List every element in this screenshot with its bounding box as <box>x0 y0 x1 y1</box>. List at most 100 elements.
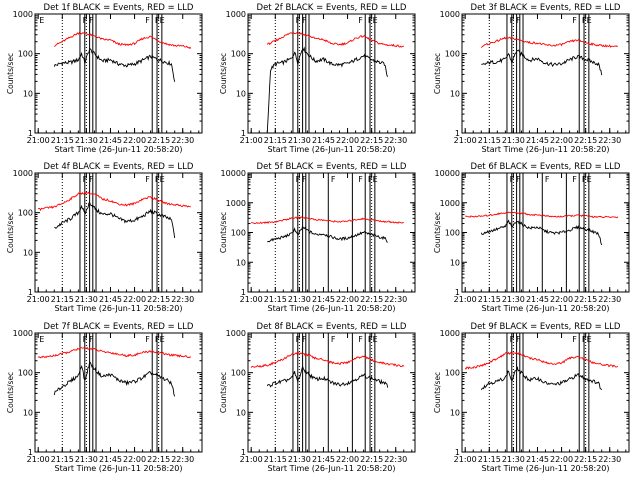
y-tick-label: 100 <box>231 369 246 378</box>
x-tick-label: 22:15 <box>360 455 383 464</box>
detector-panel-2: Det 2f BLACK = Events, RED = LLD 1 10 100 10… <box>219 3 416 154</box>
x-tick-label: 22:30 <box>171 455 194 464</box>
y-axis-title: Counts/sec <box>219 372 228 413</box>
series-line-events <box>481 49 603 76</box>
y-tick-label: 10 <box>236 89 246 98</box>
y-tick-label: 10000 <box>221 169 246 178</box>
y-tick-label: 1 <box>455 448 460 457</box>
y-tick-label: 1 <box>455 288 460 297</box>
x-tick-label: 21:00 <box>454 455 477 464</box>
detector-panel-9: Det 9f BLACK = Events, RED = LLD 1 10 100 10… <box>433 322 630 473</box>
x-tick-label: 21:30 <box>288 295 311 304</box>
flag-label: F <box>582 175 587 184</box>
y-tick-label: 10 <box>23 248 33 257</box>
series-line-events <box>54 201 176 239</box>
y-tick-label: 1 <box>241 448 246 457</box>
panel-title: Det 8f BLACK = Events, RED = LLD <box>257 322 407 332</box>
y-axis-title: Counts/sec <box>6 53 15 94</box>
flag-label: F <box>296 16 301 25</box>
x-tick-label: 22:30 <box>171 295 194 304</box>
series-line-events <box>266 364 389 388</box>
x-tick-label: 21:00 <box>27 455 50 464</box>
y-tick-label: 1 <box>241 288 246 297</box>
flag-label: F <box>516 335 521 344</box>
series-line-lld <box>54 32 192 49</box>
y-axis-title: Counts/sec <box>6 372 15 413</box>
panel-title: Det 9f BLACK = Events, RED = LLD <box>471 322 621 332</box>
x-tick-label: 22:30 <box>598 136 621 145</box>
flag-label: F <box>510 16 515 25</box>
x-tick-label: 22:30 <box>598 455 621 464</box>
x-tick-label: 21:30 <box>288 136 311 145</box>
x-tick-label: 21:45 <box>312 136 335 145</box>
y-axis-title: Counts/sec <box>433 372 442 413</box>
x-tick-label: 21:15 <box>264 455 287 464</box>
flag-label: E <box>373 16 378 25</box>
x-tick-label: 22:00 <box>336 136 359 145</box>
panel-title: Det 3f BLACK = Events, RED = LLD <box>471 3 621 13</box>
x-tick-label: 21:00 <box>240 295 263 304</box>
y-tick-label: 1000 <box>440 199 460 208</box>
flag-label: E <box>160 16 165 25</box>
x-axis-title: Start Time (26-Jun-11 20:58:20) <box>482 464 610 473</box>
x-tick-label: 21:45 <box>526 295 549 304</box>
x-tick-label: 21:45 <box>526 455 549 464</box>
flag-label: F <box>155 16 160 25</box>
x-tick-label: 21:45 <box>312 295 335 304</box>
flag-label: E <box>587 335 592 344</box>
y-tick-label: 10 <box>450 89 460 98</box>
x-tick-label: 21:00 <box>240 455 263 464</box>
panel-title: Det 2f BLACK = Events, RED = LLD <box>257 3 407 13</box>
y-tick-label: 10 <box>236 258 246 267</box>
flag-label: F <box>368 16 373 25</box>
x-axis-title: Start Time (26-Jun-11 20:58:20) <box>55 145 183 154</box>
y-tick-label: 1 <box>28 448 33 457</box>
flag-label: F <box>89 175 94 184</box>
flag-label: E <box>39 16 44 25</box>
flag-label: F <box>83 175 88 184</box>
x-tick-label: 22:00 <box>550 295 573 304</box>
series-line-events <box>266 46 389 132</box>
flag-label: F <box>331 335 336 344</box>
x-tick-label: 21:00 <box>454 295 477 304</box>
panel-title: Det 1f BLACK = Events, RED = LLD <box>44 3 194 13</box>
y-tick-label: 10 <box>450 408 460 417</box>
y-tick-label: 1000 <box>226 10 246 19</box>
y-tick-label: 100 <box>445 369 460 378</box>
x-tick-label: 22:00 <box>550 455 573 464</box>
x-tick-label: 21:00 <box>27 136 50 145</box>
flag-label: F <box>516 175 521 184</box>
panel-title: Det 5f BLACK = Events, RED = LLD <box>257 162 407 172</box>
y-tick-label: 1000 <box>440 329 460 338</box>
x-tick-label: 22:15 <box>574 136 597 145</box>
y-tick-label: 10000 <box>435 169 460 178</box>
x-tick-label: 21:15 <box>264 295 287 304</box>
flag-label: E <box>373 335 378 344</box>
flag-label: F <box>302 175 307 184</box>
x-tick-label: 22:30 <box>384 455 407 464</box>
x-tick-label: 21:45 <box>99 295 122 304</box>
series-line-lld <box>250 351 405 368</box>
series-line-events <box>267 225 388 243</box>
flag-label: F <box>510 175 515 184</box>
x-tick-label: 22:15 <box>147 455 170 464</box>
x-tick-label: 22:30 <box>171 136 194 145</box>
x-tick-label: 21:30 <box>75 136 98 145</box>
x-tick-label: 22:00 <box>123 455 146 464</box>
x-tick-label: 21:30 <box>288 455 311 464</box>
y-tick-label: 1 <box>28 288 33 297</box>
flag-label: F <box>302 16 307 25</box>
y-tick-label: 1 <box>455 129 460 138</box>
flag-label: E <box>373 175 378 184</box>
x-axis-title: Start Time (26-Jun-11 20:58:20) <box>482 304 610 313</box>
detector-panel-4: Det 4f BLACK = Events, RED = LLD 1 10 100 10… <box>6 162 203 313</box>
y-tick-label: 10 <box>23 408 33 417</box>
detector-panel-6: Det 6f BLACK = Events, RED = LLD 1 10 100 10… <box>433 162 630 313</box>
x-tick-label: 22:00 <box>123 295 146 304</box>
x-tick-label: 22:30 <box>598 295 621 304</box>
flag-label: E <box>160 175 165 184</box>
series-line-events <box>480 365 603 391</box>
series-line-events <box>53 361 176 397</box>
flag-label: F <box>582 16 587 25</box>
detector-panel-8: Det 8f BLACK = Events, RED = LLD 1 10 100 10… <box>219 322 416 473</box>
